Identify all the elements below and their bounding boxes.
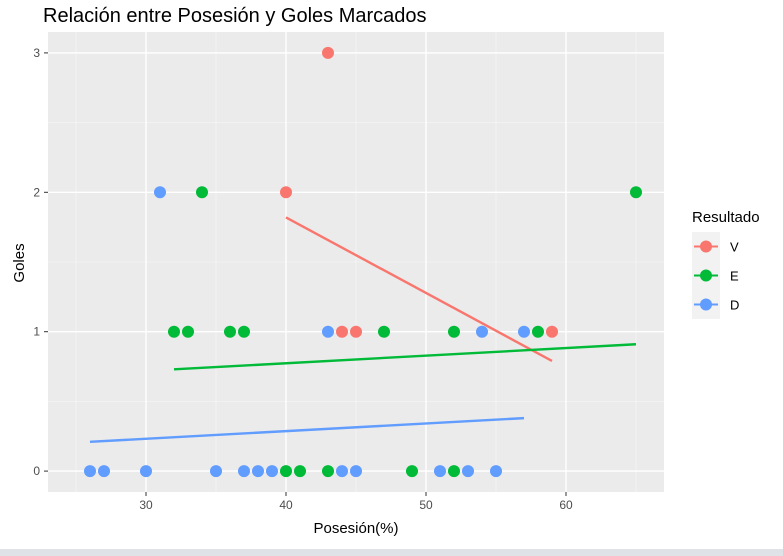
data-point-d	[336, 465, 348, 478]
data-point-d	[350, 465, 362, 478]
x-tick-label: 30	[139, 498, 153, 512]
legend-label-v: V	[730, 240, 739, 255]
x-tick-label: 60	[559, 498, 573, 512]
data-point-d	[476, 325, 488, 338]
legend-label-e: E	[730, 269, 739, 284]
data-point-d	[238, 465, 250, 478]
data-point-d	[490, 465, 502, 478]
legend-label-d: D	[730, 298, 739, 313]
legend-key-point	[700, 298, 712, 311]
data-point-d	[154, 186, 166, 199]
data-point-v	[546, 325, 558, 338]
data-point-e	[280, 465, 292, 478]
y-axis-ticks: 0 1 2 3	[33, 46, 48, 478]
data-point-v	[280, 186, 292, 199]
data-point-d	[252, 465, 264, 478]
data-point-d	[434, 465, 446, 478]
x-tick-label: 50	[419, 498, 433, 512]
trend-line-d	[89, 416, 525, 444]
y-tick-label: 2	[33, 185, 40, 199]
trend-lines	[89, 216, 637, 444]
y-tick-label: 1	[33, 325, 40, 339]
data-point-d	[210, 465, 222, 478]
chart-title: Relación entre Posesión y Goles Marcados	[43, 5, 427, 27]
data-point-d	[140, 465, 152, 478]
legend: Resultado VED	[692, 209, 760, 319]
data-point-v	[350, 325, 362, 338]
data-point-e	[182, 325, 194, 338]
data-point-d	[266, 465, 278, 478]
data-point-v	[336, 325, 348, 338]
trend-line-e	[173, 343, 637, 371]
x-tick-label: 40	[279, 498, 293, 512]
data-point-e	[294, 465, 306, 478]
data-point-e	[406, 465, 418, 478]
legend-title: Resultado	[692, 209, 760, 226]
x-axis-ticks: 30 40 50 60	[139, 492, 573, 512]
data-point-e	[378, 325, 390, 338]
legend-key-point	[700, 240, 712, 253]
legend-key-point	[700, 269, 712, 282]
data-point-d	[518, 325, 530, 338]
data-point-e	[448, 465, 460, 478]
data-point-e	[196, 186, 208, 199]
data-point-d	[98, 465, 110, 478]
minor-gridlines	[48, 32, 664, 492]
y-axis-label: Goles	[11, 243, 28, 282]
data-points	[84, 46, 642, 478]
y-tick-label: 0	[33, 464, 40, 478]
data-point-e	[630, 186, 642, 199]
data-point-d	[322, 325, 334, 338]
x-axis-label: Posesión(%)	[313, 520, 398, 537]
data-point-e	[322, 465, 334, 478]
trend-line-v	[285, 216, 553, 363]
data-point-v	[322, 46, 334, 59]
data-point-e	[532, 325, 544, 338]
data-point-e	[238, 325, 250, 338]
data-point-d	[462, 465, 474, 478]
data-point-d	[84, 465, 96, 478]
data-point-e	[168, 325, 180, 338]
window-bottom-bar	[0, 549, 783, 556]
data-point-e	[448, 325, 460, 338]
data-point-e	[224, 325, 236, 338]
y-tick-label: 3	[33, 46, 40, 60]
